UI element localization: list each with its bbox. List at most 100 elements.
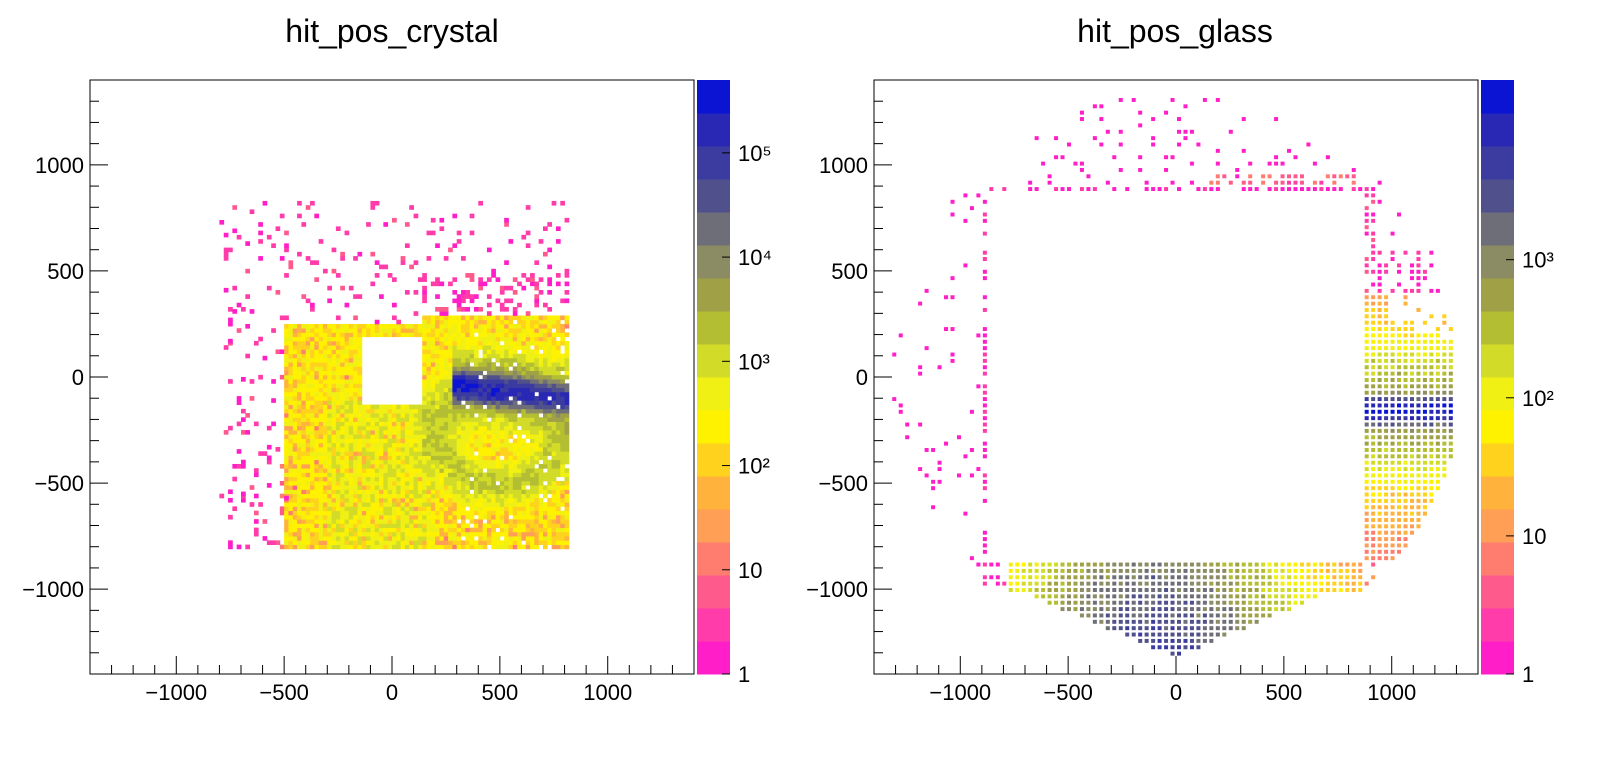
heatmap-bin [543,226,548,232]
heatmap-bin [322,400,328,405]
heatmap-bin [486,374,492,380]
heatmap-bin [1118,129,1123,134]
heatmap-bin [1151,607,1156,612]
heatmap-bin [560,544,565,550]
heatmap-bin [560,353,565,359]
heatmap-bin [525,417,531,422]
heatmap-bin [495,430,501,435]
heatmap-bin [547,353,553,359]
heatmap-bin [486,434,492,439]
heatmap-bin [426,502,432,507]
heatmap-bin [297,362,302,367]
heatmap-bin [1422,409,1427,414]
heatmap-bin [422,438,427,444]
heatmap-bin [456,506,462,512]
heatmap-bin [473,387,479,393]
heatmap-bin [543,455,548,461]
heatmap-bin [461,315,466,321]
heatmap-bin [504,531,509,537]
heatmap-bin [1196,594,1201,599]
heatmap-bin [1345,562,1350,567]
x-tick-label: 500 [481,680,518,705]
heatmap-bin [1364,498,1369,503]
heatmap-bin [521,379,527,384]
heatmap-bin [504,260,509,265]
heatmap-bin [430,396,436,401]
heatmap-bin [1416,473,1421,478]
heatmap-bin [478,404,483,410]
heatmap-bin [937,467,942,472]
heatmap-bin [417,442,423,448]
heatmap-bin [508,413,514,418]
heatmap-bin [245,323,251,329]
heatmap-bin [543,438,548,444]
heatmap-bin [547,438,553,444]
heatmap-bin [443,256,449,261]
heatmap-bin [366,514,371,520]
heatmap-bin [1164,594,1169,599]
heatmap-bin [892,397,897,402]
heatmap-bin [361,408,367,414]
heatmap-bin [348,451,354,456]
heatmap-bin [430,455,436,461]
heatmap-bin [422,340,427,346]
heatmap-bin [1409,384,1414,389]
heatmap-bin [301,387,307,393]
heatmap-bin [1409,333,1414,338]
heatmap-bin [348,536,354,541]
heatmap-bin [1228,581,1233,586]
heatmap-bin [400,430,406,435]
heatmap-bin [301,519,307,524]
heatmap-bin [508,319,514,325]
heatmap-bin [508,451,514,456]
heatmap-bin [530,442,535,448]
heatmap-bin [452,345,458,350]
heatmap-bin [538,442,544,448]
heatmap-bin [327,434,332,439]
heatmap-bin [327,400,332,405]
heatmap-bin [1442,467,1447,472]
heatmap-bin [284,374,289,380]
heatmap-bin [530,430,535,435]
heatmap-bin [1325,562,1330,567]
heatmap-bin [335,391,341,397]
heatmap-bin [396,459,402,465]
heatmap-bin [1086,613,1091,618]
heatmap-bin [504,523,509,529]
heatmap-bin [1164,187,1169,192]
heatmap-bin [1306,187,1311,192]
heatmap-bin [491,362,496,367]
heatmap-bin [508,417,514,422]
heatmap-bin [486,514,492,520]
heatmap-bin [1092,588,1097,592]
heatmap-bin [297,379,302,384]
heatmap-bin [530,374,535,380]
heatmap-bin [1364,435,1369,440]
heatmap-bin [517,362,522,367]
heatmap-bin [331,353,337,359]
heatmap-bin [357,502,363,507]
heatmap-bin [353,540,358,545]
heatmap-bin [517,336,522,342]
heatmap-bin [517,319,522,325]
heatmap-bin [1170,613,1175,618]
heatmap-bin [301,408,307,414]
heatmap-bin [301,506,307,512]
heatmap-bin [547,421,553,427]
heatmap-bin [443,336,449,342]
heatmap-bin [430,281,436,287]
heatmap-bin [409,404,414,410]
x-tick-label: −500 [259,680,309,705]
heatmap-bin [551,476,557,482]
heatmap-bin [340,451,345,456]
heatmap-bin [469,379,475,384]
heatmap-bin [344,408,350,414]
heatmap-bin [521,506,527,512]
heatmap-bin [322,493,328,499]
heatmap-bin [249,309,255,314]
heatmap-bin [1377,378,1382,382]
heatmap-bin [495,510,501,516]
heatmap-bin [995,575,1000,580]
heatmap-bin [417,430,423,435]
heatmap-bin [1248,568,1253,573]
